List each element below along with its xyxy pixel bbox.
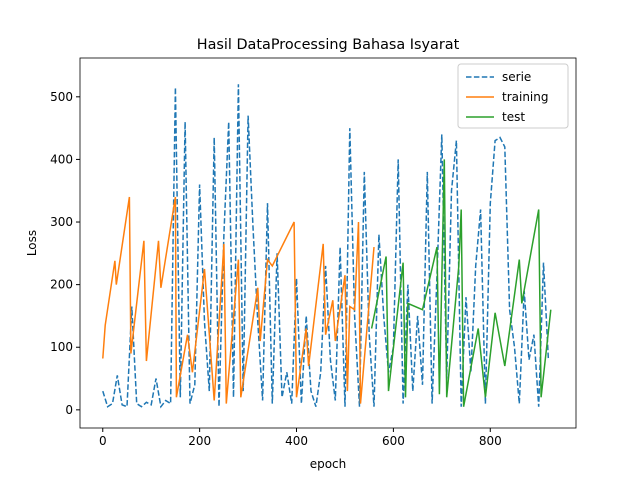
y-tick-label: 300 bbox=[50, 215, 73, 229]
x-axis-label: epoch bbox=[310, 457, 347, 471]
y-tick-label: 0 bbox=[65, 403, 73, 417]
legend-box bbox=[457, 63, 569, 129]
x-tick-label: 800 bbox=[479, 434, 502, 448]
y-tick-label: 200 bbox=[50, 278, 73, 292]
y-tick-label: 500 bbox=[50, 90, 73, 104]
line-series bbox=[102, 196, 375, 404]
x-tick-label: 0 bbox=[99, 434, 107, 448]
plot-frame bbox=[79, 57, 577, 429]
legend-label: test bbox=[502, 110, 525, 124]
x-tick-label: 600 bbox=[382, 434, 405, 448]
x-tick-label: 200 bbox=[188, 434, 211, 448]
y-axis-label: Loss bbox=[25, 230, 39, 256]
y-tick-label: 400 bbox=[50, 152, 73, 166]
y-tick-label: 100 bbox=[50, 340, 73, 354]
x-tick-label: 400 bbox=[285, 434, 308, 448]
line-series bbox=[370, 159, 552, 407]
legend-label: training bbox=[502, 90, 549, 104]
chart-title: Hasil DataProcessing Bahasa Isyarat bbox=[197, 37, 460, 53]
line-series bbox=[102, 84, 550, 409]
legend-label: serie bbox=[502, 70, 531, 84]
